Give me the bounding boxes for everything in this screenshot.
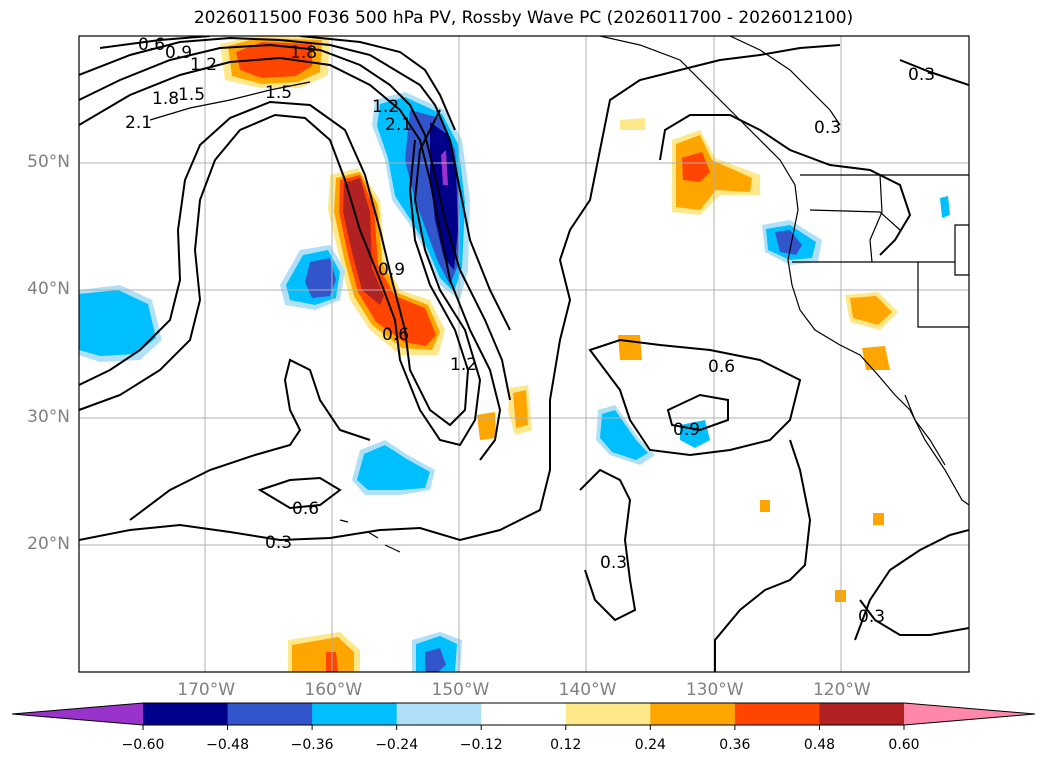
graticule bbox=[79, 36, 969, 672]
lat-tick-label: 40°N bbox=[27, 279, 70, 300]
contour-label: 0.6 bbox=[382, 325, 409, 345]
colorbar-tick-label: −0.48 bbox=[206, 737, 249, 753]
colorbar-bin bbox=[565, 703, 651, 725]
contour-label: 0.9 bbox=[378, 260, 405, 280]
positive-anomaly bbox=[873, 513, 884, 525]
negative-anomaly bbox=[430, 122, 458, 270]
colorbar-tick-label: −0.12 bbox=[459, 737, 503, 753]
lon-tick-label: 120°W bbox=[812, 680, 871, 700]
colorbar-tick-label: 0.60 bbox=[888, 737, 920, 753]
lon-tick-label: 150°W bbox=[431, 680, 490, 700]
lon-tick-label: 130°W bbox=[685, 680, 744, 700]
contour-label: 2.1 bbox=[125, 113, 152, 133]
positive-anomaly bbox=[618, 335, 642, 360]
contour-label: 0.6 bbox=[138, 35, 165, 55]
contour-label: 1.5 bbox=[178, 85, 205, 105]
contour-label: 1.2 bbox=[190, 55, 217, 75]
colorbar-extend-low bbox=[12, 703, 143, 725]
negative-anomaly bbox=[775, 230, 802, 255]
contour-label: 0.6 bbox=[292, 499, 319, 519]
lat-tick-label: 30°N bbox=[27, 406, 70, 427]
contour-label: 1.2 bbox=[372, 97, 399, 117]
contour-label: 2.1 bbox=[385, 115, 412, 135]
colorbar-tick-label: 0.36 bbox=[719, 737, 751, 753]
contour-label: 0.3 bbox=[858, 607, 885, 627]
negative-anomaly bbox=[425, 648, 446, 672]
pv-contours bbox=[79, 36, 969, 672]
negative-anomaly bbox=[357, 445, 430, 490]
positive-anomaly bbox=[477, 412, 496, 440]
positive-anomaly bbox=[292, 637, 354, 672]
colorbar-tick-label: −0.36 bbox=[290, 737, 334, 753]
lat-tick-label: 20°N bbox=[27, 533, 70, 554]
contour-label-layer: 0.6 0.9 1.2 1.8 1.5 1.8 2.1 1.5 2.1 1.2 … bbox=[125, 35, 935, 627]
map-plot-area: 0.6 0.9 1.2 1.8 1.5 1.8 2.1 1.5 2.1 1.2 … bbox=[79, 35, 969, 672]
coastline bbox=[149, 36, 969, 553]
colorbar-bin bbox=[481, 703, 567, 725]
colorbar bbox=[11, 702, 1036, 730]
colorbar-extend-high bbox=[904, 703, 1035, 725]
colorbar-bin bbox=[227, 703, 313, 725]
colorbar-bin bbox=[734, 703, 820, 725]
colorbar-tick-label: 0.24 bbox=[634, 737, 666, 753]
negative-anomaly bbox=[305, 258, 336, 298]
positive-anomaly bbox=[850, 296, 892, 325]
positive-anomaly bbox=[236, 42, 312, 78]
colorbar-tick-label: −0.24 bbox=[375, 737, 419, 753]
plot-frame bbox=[78, 35, 970, 673]
contour-label: 0.3 bbox=[908, 65, 935, 85]
positive-anomaly bbox=[862, 346, 890, 370]
negative-anomaly bbox=[79, 290, 156, 356]
contour-label: 0.3 bbox=[265, 533, 292, 553]
colorbar-bin bbox=[819, 703, 905, 725]
positive-anomaly bbox=[620, 118, 645, 130]
negative-anomaly bbox=[441, 150, 448, 185]
colorbar-bin bbox=[650, 703, 736, 725]
contour-label: 1.2 bbox=[450, 355, 477, 375]
contour-label: 0.3 bbox=[600, 553, 627, 573]
colorbar-bin bbox=[396, 703, 482, 725]
lon-tick-label: 160°W bbox=[304, 680, 363, 700]
contour-label: 1.8 bbox=[290, 43, 317, 63]
contour-label: 1.8 bbox=[152, 89, 179, 109]
contour-label: 0.3 bbox=[814, 118, 841, 138]
colorbar-bin bbox=[143, 703, 229, 725]
contour-label: 0.9 bbox=[673, 420, 700, 440]
lat-tick-label: 50°N bbox=[27, 152, 70, 173]
negative-anomaly bbox=[940, 196, 950, 218]
colorbar-tick-label: −0.60 bbox=[121, 737, 165, 753]
positive-anomaly bbox=[682, 152, 710, 182]
negative-anomaly bbox=[600, 410, 648, 460]
contour-label: 1.5 bbox=[265, 83, 292, 103]
positive-anomaly bbox=[760, 500, 770, 512]
contour-label: 0.9 bbox=[165, 43, 192, 63]
colorbar-bin bbox=[312, 703, 398, 725]
figure-title: 2026011500 F036 500 hPa PV, Rossby Wave … bbox=[193, 8, 854, 28]
lon-tick-label: 170°W bbox=[177, 680, 236, 700]
contour-label: 0.6 bbox=[708, 357, 735, 377]
lon-tick-label: 140°W bbox=[558, 680, 617, 700]
colorbar-tick-label: 0.12 bbox=[550, 737, 582, 753]
colorbar-tick-label: 0.48 bbox=[803, 737, 836, 753]
